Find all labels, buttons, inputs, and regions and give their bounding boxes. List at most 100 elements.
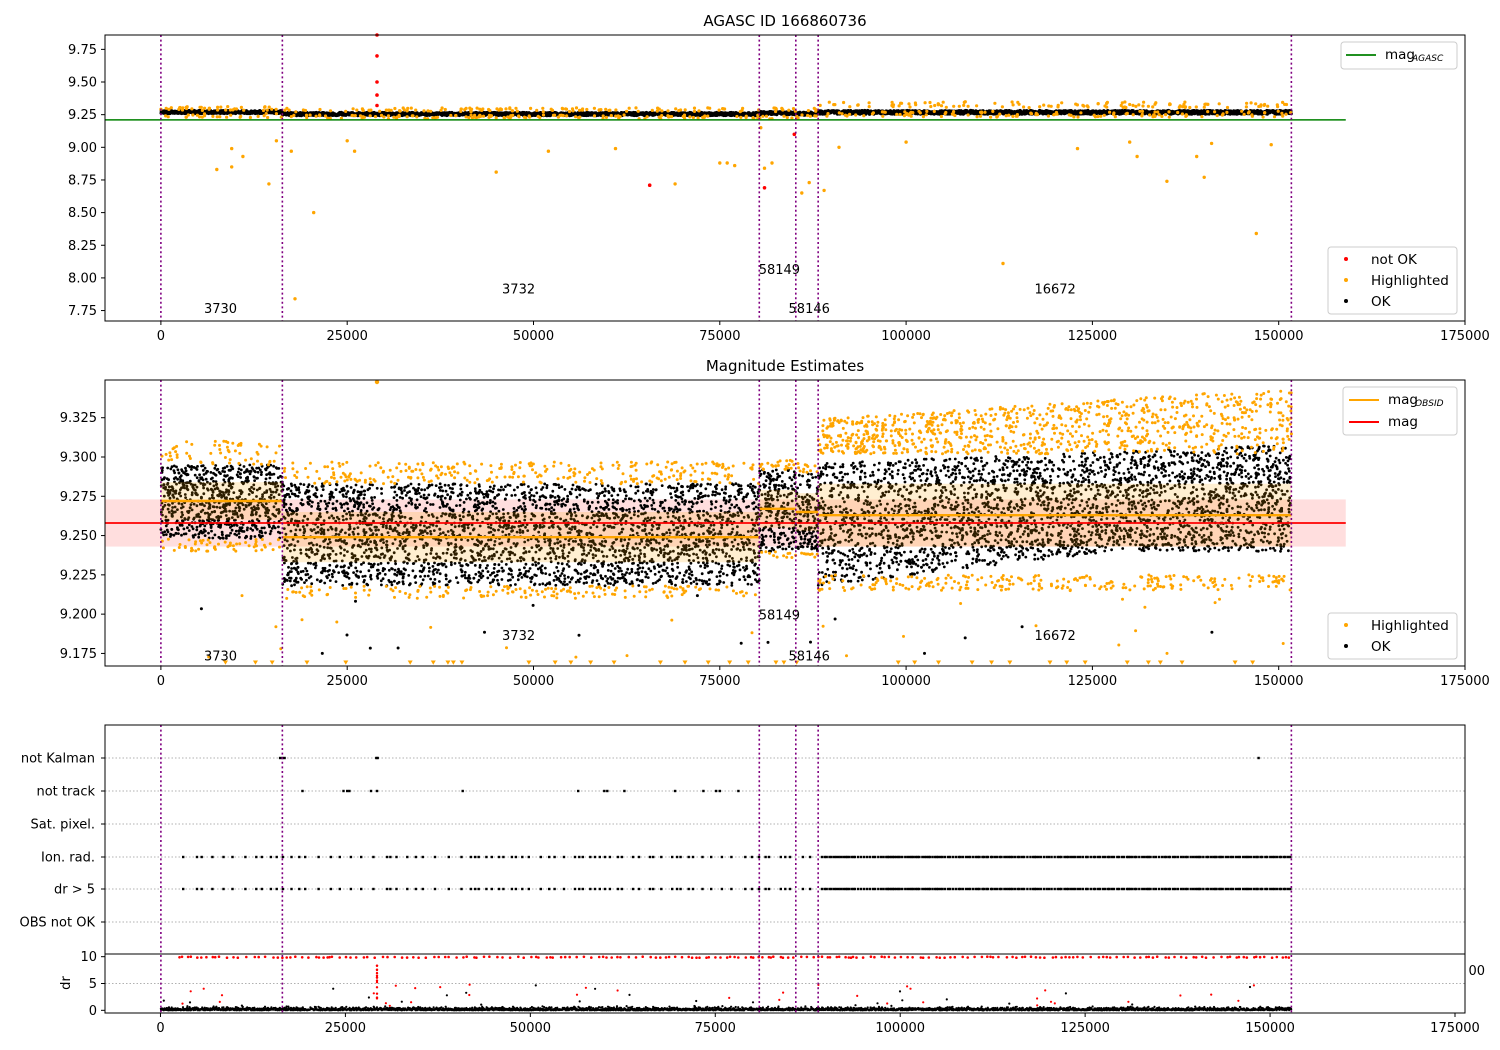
highlighted-point	[674, 107, 678, 111]
highlighted-point	[899, 101, 903, 105]
agasc-magnitude-panel: AGASC ID 166860736 373037325814958146166…	[68, 12, 1490, 344]
ok-point	[404, 504, 408, 508]
highlighted-point	[592, 106, 597, 110]
ok-point	[238, 535, 241, 539]
highlighted-point	[921, 115, 926, 119]
highlighted-point	[592, 114, 597, 118]
highlighted-point	[439, 108, 443, 112]
ok-point	[256, 476, 259, 480]
highlighted-point	[842, 100, 846, 105]
highlighted-outlier	[230, 146, 234, 151]
x-tick-label: 75000	[699, 329, 740, 344]
highlighted-point	[169, 106, 173, 110]
ok-point	[204, 477, 208, 481]
highlighted-point	[379, 113, 384, 117]
ok-point	[276, 476, 280, 480]
highlighted-point	[216, 108, 220, 112]
highlighted-point	[1105, 101, 1109, 105]
highlighted-point	[1120, 101, 1124, 105]
highlighted-point	[907, 102, 911, 106]
highlighted-point	[975, 104, 979, 108]
highlighted-point	[509, 115, 513, 119]
highlighted-point	[1246, 111, 1250, 115]
highlighted-point	[1249, 101, 1253, 105]
highlighted-point	[989, 115, 993, 119]
ok-point	[179, 474, 183, 478]
highlighted-point	[902, 114, 907, 118]
highlighted-point	[1153, 110, 1157, 114]
not-ok-point	[375, 103, 379, 108]
ok-point	[734, 482, 738, 486]
highlighted-point	[527, 114, 531, 118]
ok-point	[237, 467, 241, 471]
highlighted-point	[1213, 110, 1217, 114]
highlighted-outlier	[613, 146, 618, 151]
ok-point	[198, 473, 202, 477]
highlighted-point	[536, 114, 540, 118]
highlighted-point	[1096, 102, 1100, 106]
highlighted-point	[459, 107, 463, 111]
ok-point	[248, 463, 252, 467]
ok-point	[172, 469, 176, 472]
ok-point	[184, 466, 187, 470]
ok-point	[165, 477, 169, 480]
ok-point	[407, 574, 411, 577]
obsid-label: 3732	[502, 283, 535, 298]
highlighted-point	[923, 101, 927, 105]
y-tick-label: 8.75	[68, 173, 97, 188]
highlighted-point	[351, 113, 355, 118]
highlighted-point	[1276, 109, 1280, 113]
highlighted-point	[234, 107, 239, 111]
highlighted-point	[1022, 105, 1026, 109]
ok-point	[195, 468, 199, 471]
highlighted-point	[941, 100, 945, 104]
highlighted-point	[963, 100, 967, 104]
highlighted-point	[808, 114, 812, 118]
ok-point	[444, 565, 448, 569]
ok-point	[249, 470, 253, 473]
highlighted-outlier	[494, 170, 498, 174]
highlighted-point	[266, 115, 270, 120]
highlighted-point	[489, 114, 493, 118]
ok-point	[320, 494, 323, 498]
ok-point	[213, 466, 217, 470]
ok-point	[164, 533, 168, 536]
highlighted-point	[1131, 113, 1135, 117]
highlighted-outlier	[1075, 146, 1080, 151]
agasc-panel-title: AGASC ID 166860736	[703, 12, 866, 30]
x-tick-label: 150000	[1254, 329, 1304, 344]
highlighted-point	[561, 114, 565, 118]
highlighted-point	[469, 108, 473, 112]
ok-point	[190, 465, 194, 469]
highlighted-point	[574, 115, 578, 119]
ok-point	[239, 476, 243, 479]
highlighted-point	[515, 109, 519, 113]
ok-point	[274, 466, 278, 469]
ok-point	[323, 581, 327, 585]
highlighted-point	[1042, 103, 1046, 107]
ok-point	[195, 525, 199, 529]
highlighted-point	[1244, 105, 1248, 109]
highlighted-point	[1102, 113, 1106, 117]
ok-point	[207, 531, 210, 535]
highlighted-point	[328, 109, 333, 113]
highlighted-outlier	[345, 139, 349, 143]
highlighted-point	[939, 114, 944, 119]
ok-point	[247, 479, 250, 483]
ok-point	[246, 477, 249, 480]
highlighted-outlier	[352, 149, 357, 153]
highlighted-outlier	[1135, 154, 1139, 159]
highlighted-point	[524, 116, 528, 120]
highlighted-point	[721, 107, 725, 111]
highlighted-point	[1131, 103, 1135, 107]
obsid-label: 3730	[204, 302, 237, 317]
highlighted-outlier	[230, 165, 234, 169]
ok-point	[196, 465, 199, 468]
ok-point	[230, 524, 234, 528]
highlighted-point	[862, 114, 866, 118]
highlighted-point	[1076, 115, 1080, 119]
ok-point	[203, 466, 207, 470]
ok-point	[717, 562, 721, 566]
highlighted-point	[928, 100, 932, 105]
